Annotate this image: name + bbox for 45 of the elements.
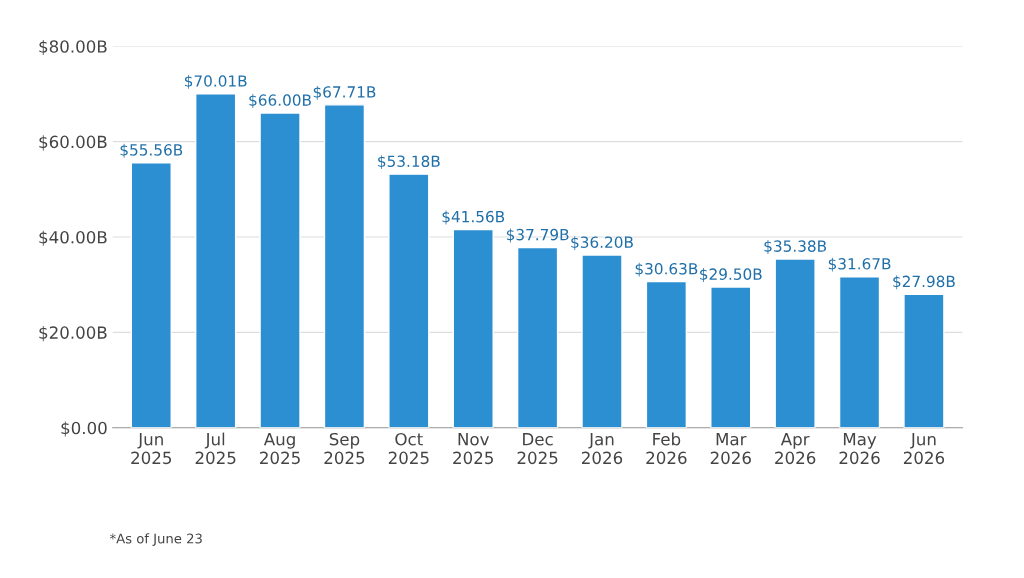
bar [388, 173, 430, 428]
bar [645, 280, 688, 428]
x-tick-label: Mar 2026 [710, 433, 751, 465]
bar [903, 293, 945, 428]
y-tick-label: $40.00B [39, 230, 107, 246]
data-label: $67.71B [313, 85, 376, 100]
data-label: $36.20B [571, 236, 633, 250]
data-label: $35.38B [764, 240, 827, 254]
bar [452, 228, 494, 428]
x-tick-label: Aug 2025 [260, 433, 300, 465]
data-label: $70.01B [184, 74, 247, 89]
data-label: $30.63B [635, 262, 698, 277]
bar [259, 112, 301, 428]
x-tick-label: Jul 2025 [195, 432, 236, 465]
bar [581, 254, 623, 428]
bar [516, 246, 559, 428]
x-tick-label: Sep 2025 [324, 432, 365, 465]
bar [838, 276, 881, 428]
bar [774, 258, 816, 428]
x-tick-label: Jan 2026 [582, 433, 623, 465]
text: *As of June 23 [109, 533, 202, 546]
data-label: $27.98B [893, 275, 955, 290]
y-tick-label: $60.00B [39, 135, 107, 151]
y-tick-label: $20.00B [39, 326, 107, 342]
bar [710, 286, 752, 428]
x-tick-label: Dec 2025 [517, 433, 558, 465]
data-label: $41.56B [442, 210, 505, 225]
bar [130, 162, 172, 428]
x-tick-label: Nov 2025 [453, 433, 493, 465]
bar [323, 104, 366, 428]
y-tick-label: $80.00B [39, 39, 107, 56]
y-tick-label: $0.00 [61, 421, 107, 437]
data-label: $55.56B [120, 143, 183, 158]
data-label: $53.18B [378, 155, 440, 170]
x-tick-label: Oct 2025 [388, 432, 429, 465]
bar [195, 93, 237, 428]
data-label: $31.67B [828, 257, 891, 272]
data-label: $66.00B [249, 94, 311, 108]
data-label: $29.50B [700, 268, 762, 282]
x-tick-label: Apr 2026 [775, 433, 816, 465]
x-tick-label: May 2026 [839, 433, 880, 465]
x-tick-label: Jun 2025 [131, 433, 172, 465]
data-label: $37.79B [506, 228, 569, 243]
x-tick-label: Jun 2026 [903, 433, 945, 465]
x-tick-label: Feb 2026 [646, 432, 687, 465]
